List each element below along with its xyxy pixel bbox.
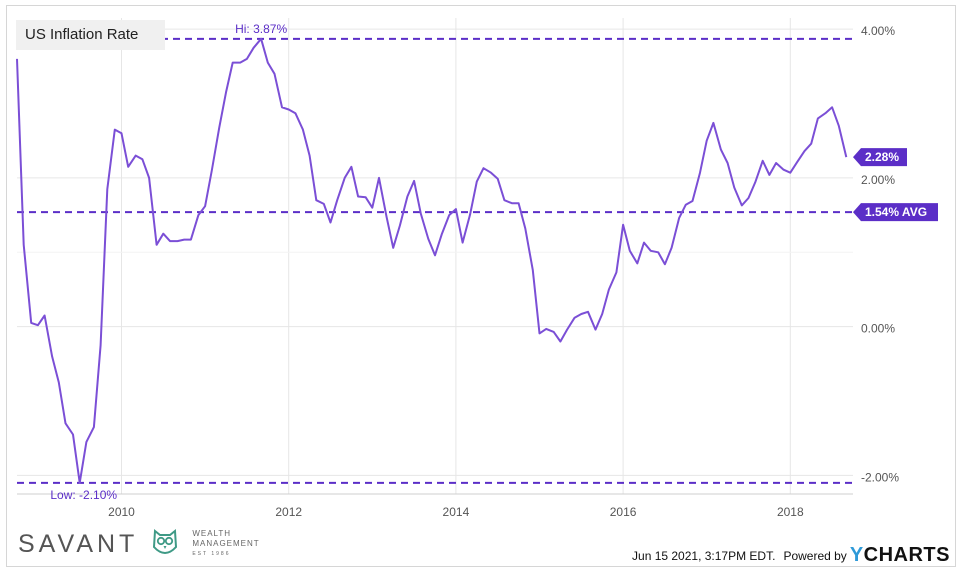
hi-annotation: Hi: 3.87% (235, 22, 287, 36)
savant-logo: SAVANT WEALTH MANAGEMENT EST 1986 (18, 524, 260, 564)
y-tick-label-2: 2.00% (861, 173, 895, 187)
ycharts-logo-y: Y (849, 544, 864, 566)
y-tick-label--2: -2.00% (861, 470, 899, 484)
x-tick-label-2012: 2012 (275, 505, 302, 519)
powered-by-label: Powered by (783, 548, 847, 563)
x-tick-label-2016: 2016 (610, 505, 637, 519)
footer-timestamp: Jun 15 2021, 3:17PM EDT. (632, 548, 776, 563)
x-tick-label-2010: 2010 (108, 505, 135, 519)
logo-tagline-line1: WEALTH (192, 529, 232, 538)
last-value-flag-bg (853, 148, 907, 167)
last-value-flag-text: 2.28% (865, 150, 899, 164)
owl-icon (153, 529, 178, 554)
avg-flag-text: 1.54% AVG (865, 205, 927, 219)
logo-tagline: WEALTH MANAGEMENT EST 1986 (192, 529, 259, 559)
chart-frame (6, 5, 956, 567)
low-annotation: Low: -2.10% (50, 488, 117, 502)
x-tick-label-2018: 2018 (777, 505, 804, 519)
ycharts-logo[interactable]: YCHARTS (850, 544, 950, 567)
footer-credit: Jun 15 2021, 3:17PM EDT. Powered by YCHA… (632, 544, 950, 567)
x-tick-label-2014: 2014 (443, 505, 470, 519)
last-value-flag: 2.28% (853, 148, 907, 167)
y-tick-label-0: 0.00% (861, 322, 895, 336)
avg-flag-bg (853, 203, 938, 222)
logo-tagline-line3: EST 1986 (192, 551, 231, 557)
logo-tagline-line2: MANAGEMENT (192, 539, 260, 548)
chart-title: US Inflation Rate (16, 20, 165, 50)
avg-flag: 1.54% AVG (853, 203, 938, 222)
ycharts-logo-text: CHARTS (863, 544, 950, 566)
y-tick-label-4: 4.00% (861, 24, 895, 38)
logo-wordmark: SAVANT (18, 529, 139, 558)
series-line (16, 37, 848, 484)
